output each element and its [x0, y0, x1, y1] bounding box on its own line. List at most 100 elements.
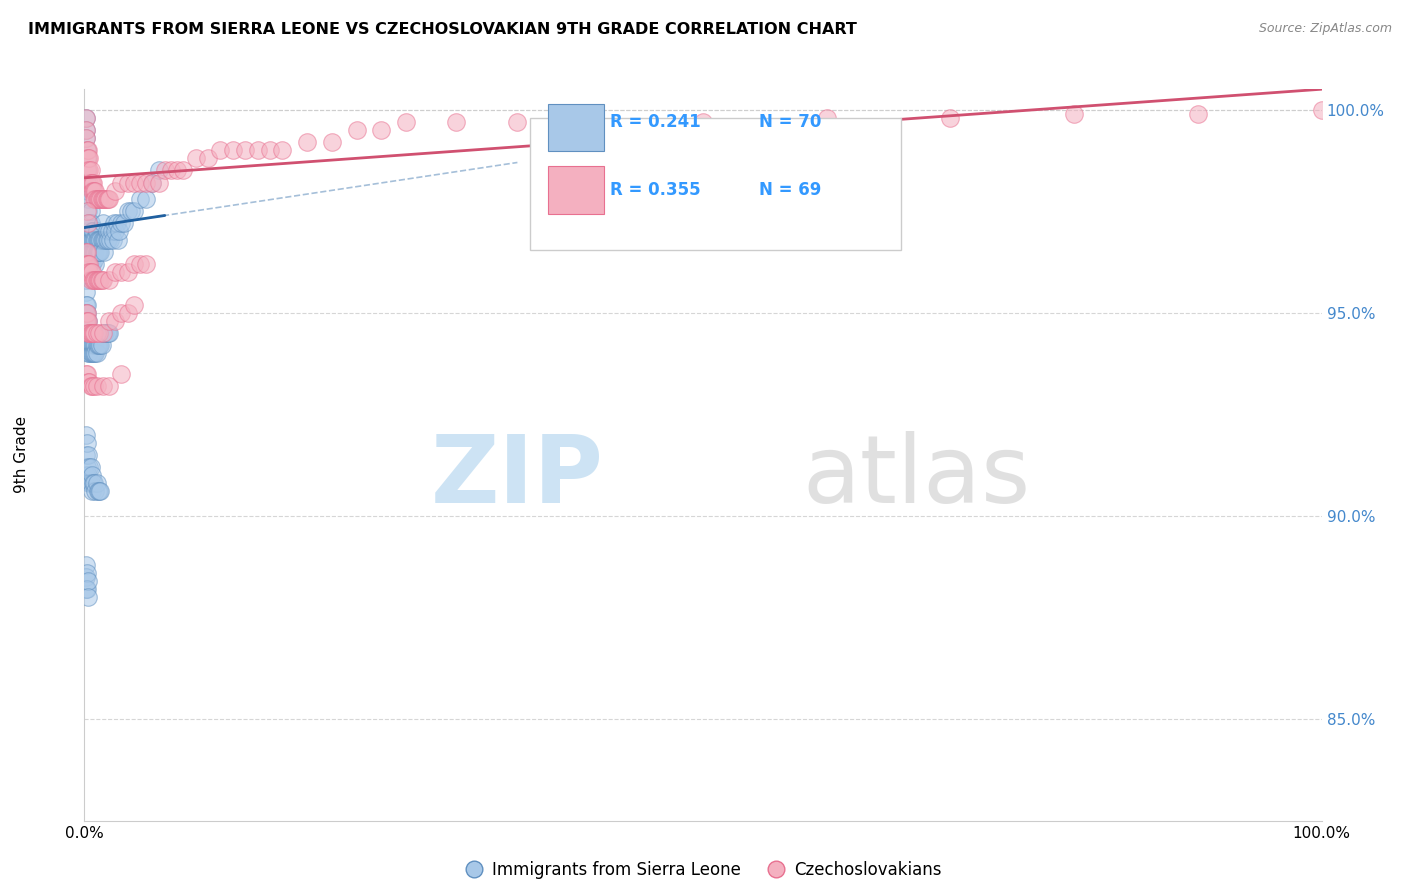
- Point: [86, 476, 108, 491]
- Point: [197, 151, 219, 165]
- Point: [395, 114, 418, 128]
- Point: [75, 273, 97, 287]
- Point: [86, 338, 108, 352]
- Point: [94, 326, 117, 340]
- Point: [112, 216, 135, 230]
- Point: [184, 151, 207, 165]
- Point: [568, 114, 591, 128]
- Point: [117, 176, 139, 190]
- Point: [76, 306, 98, 320]
- Point: [89, 326, 111, 340]
- Point: [89, 192, 111, 206]
- Y-axis label: 9th Grade: 9th Grade: [14, 417, 28, 493]
- Point: [815, 111, 838, 125]
- Point: [75, 314, 97, 328]
- Point: [79, 346, 101, 360]
- Point: [79, 176, 101, 190]
- Point: [1063, 106, 1085, 120]
- Point: [97, 192, 120, 206]
- Point: [98, 233, 121, 247]
- Point: [83, 192, 105, 206]
- Point: [75, 131, 97, 145]
- Point: [80, 379, 103, 393]
- Point: [110, 306, 132, 320]
- Point: [91, 326, 114, 340]
- Point: [295, 135, 318, 149]
- Point: [80, 265, 103, 279]
- Point: [77, 265, 100, 279]
- Point: [98, 192, 121, 206]
- Point: [76, 151, 98, 165]
- Point: [77, 257, 100, 271]
- Point: [84, 338, 107, 352]
- Point: [75, 111, 97, 125]
- Point: [79, 338, 101, 352]
- Point: [89, 338, 111, 352]
- Point: [76, 306, 98, 320]
- Point: [76, 204, 98, 219]
- Point: [86, 379, 108, 393]
- Point: [96, 224, 118, 238]
- Point: [259, 143, 281, 157]
- Point: [86, 224, 108, 238]
- Point: [76, 566, 98, 580]
- Point: [79, 476, 101, 491]
- Point: [76, 244, 98, 259]
- Point: [79, 379, 101, 393]
- Point: [80, 484, 103, 499]
- Point: [96, 192, 118, 206]
- Point: [90, 192, 112, 206]
- Point: [77, 448, 100, 462]
- Point: [82, 346, 104, 360]
- Point: [83, 476, 105, 491]
- Text: R = 0.355: R = 0.355: [610, 181, 700, 199]
- Point: [271, 143, 294, 157]
- Point: [75, 111, 97, 125]
- Point: [141, 176, 163, 190]
- Point: [110, 367, 132, 381]
- Point: [209, 143, 232, 157]
- Point: [76, 314, 98, 328]
- Point: [233, 143, 256, 157]
- Point: [77, 216, 100, 230]
- Point: [76, 460, 98, 475]
- Point: [98, 379, 121, 393]
- Point: [76, 435, 98, 450]
- Point: [79, 460, 101, 475]
- Point: [346, 123, 368, 137]
- Point: [82, 273, 104, 287]
- Point: [90, 233, 112, 247]
- Point: [82, 244, 104, 259]
- Point: [122, 176, 145, 190]
- Point: [82, 326, 104, 340]
- Point: [87, 192, 110, 206]
- Point: [76, 367, 98, 381]
- Point: [76, 151, 98, 165]
- Point: [104, 224, 127, 238]
- Point: [83, 252, 105, 267]
- Point: [77, 314, 100, 328]
- Point: [83, 184, 105, 198]
- Point: [89, 244, 111, 259]
- Point: [79, 375, 101, 389]
- Point: [75, 285, 97, 300]
- Point: [84, 346, 107, 360]
- Point: [75, 367, 97, 381]
- Point: [87, 338, 110, 352]
- Point: [79, 252, 101, 267]
- Point: [87, 484, 110, 499]
- Point: [79, 204, 101, 219]
- Point: [75, 131, 97, 145]
- Point: [80, 468, 103, 483]
- Point: [79, 346, 101, 360]
- Point: [153, 163, 176, 178]
- Point: [117, 265, 139, 279]
- Point: [104, 314, 127, 328]
- Point: [89, 233, 111, 247]
- Point: [98, 314, 121, 328]
- Point: [75, 123, 97, 137]
- Point: [91, 192, 114, 206]
- Point: [77, 375, 100, 389]
- Point: [84, 273, 107, 287]
- Point: [122, 204, 145, 219]
